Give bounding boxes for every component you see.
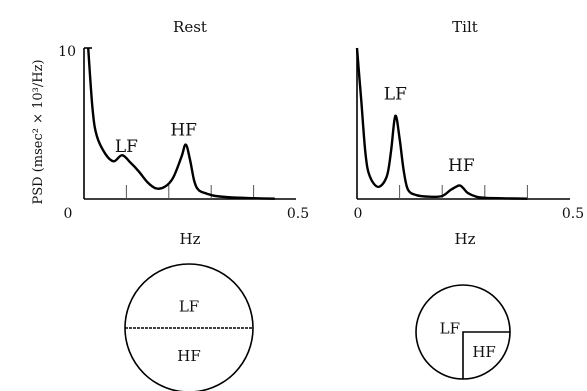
tilt-plot-area: LF HF xyxy=(355,47,570,200)
rest-x-axis-label: Hz xyxy=(180,230,201,248)
y-axis-label: PSD (msec² × 10³/Hz) xyxy=(31,59,46,204)
rest-spectrum-panel: Rest PSD (msec² × 10³/Hz) 10 0 0.5 Hz LF… xyxy=(31,18,309,248)
rest-peak-label-lf: LF xyxy=(115,137,138,157)
rest-x-tick-0: 0 xyxy=(64,206,73,222)
tilt-psd-curve-1 xyxy=(355,47,528,200)
rest-psd-curve-1 xyxy=(87,47,275,200)
rest-pie-label-hf: HF xyxy=(177,347,201,365)
tilt-title: Tilt xyxy=(452,18,478,36)
rest-pie-label-lf: LF xyxy=(179,298,199,316)
tilt-peak-label-hf: HF xyxy=(448,156,475,176)
tilt-pie-label-hf: HF xyxy=(472,343,496,361)
tilt-pie-label-lf: LF xyxy=(440,320,460,338)
rest-x-tick-0-5: 0.5 xyxy=(287,206,309,222)
rest-title: Rest xyxy=(173,18,207,36)
tilt-x-tick-0-5: 0.5 xyxy=(562,206,584,222)
rest-pie-chart: LF HF xyxy=(124,263,254,391)
tilt-spectrum-panel: Tilt 0 0.5 Hz LF HF xyxy=(354,18,585,248)
tilt-peak-label-lf: LF xyxy=(384,84,407,104)
tilt-pie-chart: LF HF xyxy=(415,284,511,380)
tilt-pie-divider xyxy=(462,331,510,379)
rest-y-tick-10: 10 xyxy=(58,44,76,60)
tilt-x-tick-0: 0 xyxy=(354,206,363,222)
rest-plot-area: LF HF xyxy=(83,47,296,200)
tilt-x-axis-label: Hz xyxy=(455,230,476,248)
rest-peak-label-hf: HF xyxy=(170,121,197,141)
